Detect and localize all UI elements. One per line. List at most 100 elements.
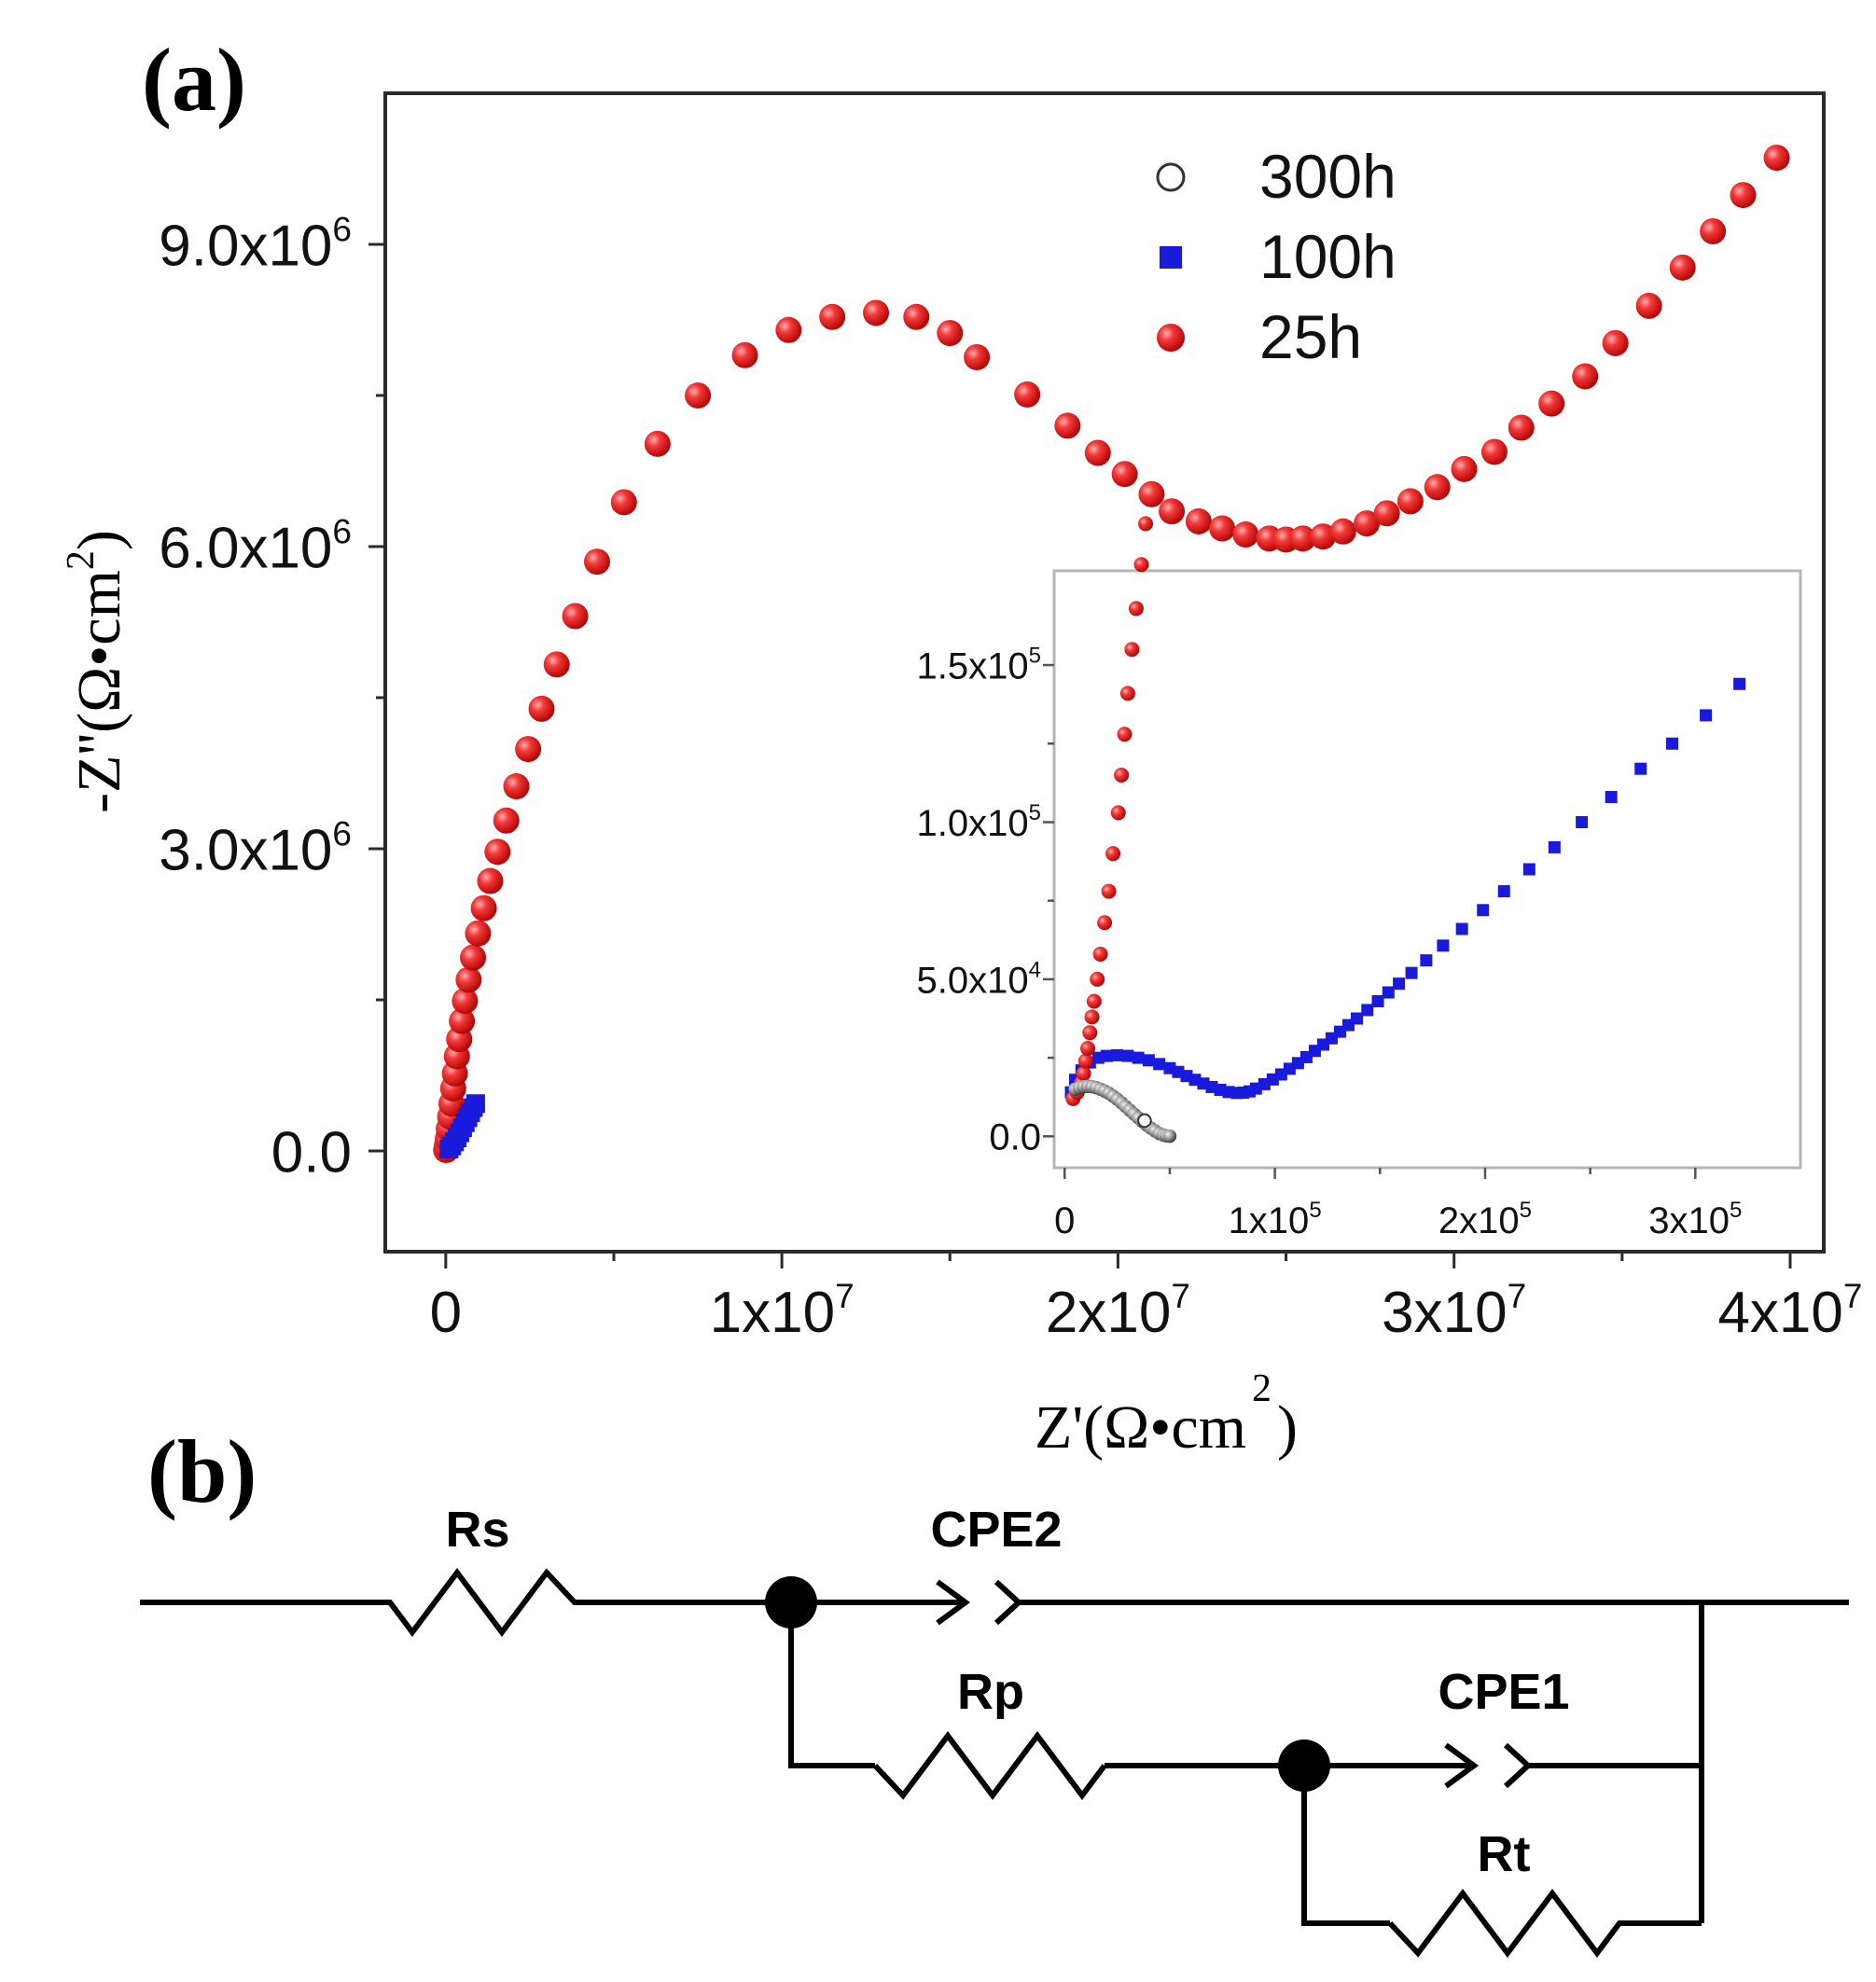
- panel-b-label: (b): [147, 1421, 257, 1521]
- inset-x-tick-label: 2x105: [1438, 1198, 1532, 1241]
- inset-point-100h: [1522, 863, 1536, 876]
- main-point-25h: [1054, 412, 1081, 439]
- main-point-25h: [903, 303, 930, 330]
- resistor-rs: [371, 1568, 593, 1637]
- inset-point-25h: [1077, 1053, 1093, 1069]
- main-data-marks: [433, 145, 1790, 1163]
- inset-point-25h: [1090, 971, 1105, 987]
- main-point-25h: [1310, 523, 1337, 550]
- main-x-tick-text: 0: [430, 1281, 462, 1345]
- main-y-tick-text: 0.0: [271, 1120, 352, 1185]
- main-y-tick-base: 9.0x10: [159, 214, 332, 278]
- inset-point-100h: [1477, 904, 1490, 917]
- panel-a-label: (a): [142, 30, 246, 130]
- inset-point-100h: [1700, 709, 1713, 722]
- main-point-25h: [644, 430, 671, 457]
- inset-point-25h: [1128, 601, 1144, 617]
- main-point-25h: [543, 651, 570, 678]
- main-point-25h: [1185, 508, 1212, 534]
- main-x-tick-exp: 7: [1843, 1277, 1863, 1315]
- main-point-25h: [1480, 438, 1508, 465]
- inset-point-100h: [1361, 1004, 1374, 1017]
- inset-point-100h: [1121, 1049, 1134, 1062]
- inset-point-100h: [1455, 922, 1468, 936]
- main-x-tick-exp: 7: [1171, 1277, 1190, 1315]
- inset-point-100h: [1548, 840, 1561, 853]
- main-point-25h: [1232, 521, 1259, 548]
- legend-marker-25h: [1157, 324, 1185, 352]
- main-x-tick-label: 0: [430, 1281, 462, 1345]
- main-point-25h: [1730, 182, 1757, 209]
- inset-point-25h: [1110, 805, 1126, 821]
- inset-x-tick-base: 2x10: [1438, 1200, 1520, 1241]
- inset-point-25h: [1114, 767, 1130, 783]
- inset-point-300h: [1137, 1113, 1152, 1129]
- main-point-25h: [1508, 414, 1535, 441]
- main-axis-tick-labels: 0 1x107 2x107 3x107 4x1070.03.0x1066.0x1069.…: [159, 210, 1862, 1345]
- main-point-25h: [1014, 381, 1041, 408]
- inset-point-100h: [1437, 939, 1450, 952]
- main-plot-frame: [383, 91, 1826, 1254]
- main-x-tick-label: 1x107: [710, 1277, 855, 1345]
- main-point-25h: [1397, 488, 1424, 515]
- inset-x-tick-exp: 5: [1520, 1198, 1532, 1223]
- inset-point-100h: [1605, 791, 1618, 804]
- resistor-rp: [872, 1731, 1107, 1800]
- main-point-25h: [470, 894, 497, 922]
- main-point-25h: [1669, 254, 1696, 281]
- inset-point-25h: [1117, 727, 1133, 742]
- main-point-25h: [1424, 474, 1451, 501]
- main-point-25h: [455, 966, 482, 993]
- inset-point-100h: [1393, 977, 1406, 991]
- main-point-25h: [1635, 292, 1662, 319]
- inset-plot-frame: [1052, 569, 1802, 1170]
- label-cpe1: CPE1: [1438, 1664, 1569, 1720]
- junction-node-2: [1278, 1739, 1330, 1792]
- x-label-sup: 2: [1252, 1367, 1272, 1410]
- main-point-25h: [819, 303, 846, 330]
- main-y-tick-exp: 6: [332, 210, 352, 248]
- main-point-25h: [685, 382, 712, 409]
- inset-x-tick-label: 0: [1054, 1200, 1075, 1241]
- inset-y-tick-base: 1.0x10: [917, 803, 1029, 844]
- y-label-prefix: -Z''(Ω•cm: [65, 570, 133, 813]
- main-point-25h: [775, 316, 802, 343]
- main-point-25h: [1138, 480, 1165, 507]
- inset-x-tick-text: 0: [1054, 1200, 1075, 1241]
- inset-point-100h: [1405, 966, 1418, 979]
- main-point-25h: [515, 736, 542, 763]
- main-point-25h: [1602, 329, 1629, 356]
- inset-point-25h: [1086, 993, 1102, 1009]
- main-y-tick-base: 6.0x10: [159, 516, 332, 580]
- main-x-tick-base: 2x10: [1046, 1281, 1171, 1345]
- junction-node-1: [765, 1576, 817, 1629]
- main-point-25h: [1572, 363, 1599, 390]
- legend-label-300h: 300h: [1259, 142, 1397, 211]
- main-point-25h: [964, 343, 991, 370]
- y-label-sup: 2: [60, 550, 103, 570]
- main-x-tick-exp: 7: [1508, 1277, 1527, 1315]
- x-label-prefix: Z'(Ω•cm: [1035, 1393, 1246, 1462]
- label-rp: Rp: [957, 1664, 1024, 1720]
- x-label-suffix: ): [1277, 1393, 1298, 1462]
- main-axis-ticks: [368, 243, 1792, 1268]
- main-x-tick-label: 3x107: [1382, 1277, 1526, 1345]
- wire-node2-down: [1301, 1766, 1390, 1926]
- main-point-25h: [477, 867, 504, 894]
- main-y-tick-base: 3.0x10: [159, 818, 332, 882]
- inset-point-100h: [1497, 885, 1510, 898]
- inset-point-25h: [1101, 883, 1117, 899]
- inset-point-100h: [1153, 1058, 1166, 1071]
- resistor-rt: [1387, 1889, 1702, 1958]
- inset-point-100h: [1733, 677, 1746, 690]
- inset-point-25h: [1138, 516, 1154, 532]
- inset-y-tick-base: 5.0x10: [917, 960, 1029, 1001]
- main-point-25h: [1289, 525, 1316, 552]
- inset-point-100h: [1576, 815, 1589, 828]
- inset-point-25h: [1124, 642, 1140, 658]
- main-x-tick-label: 2x107: [1046, 1277, 1190, 1345]
- main-x-tick-base: 3x10: [1382, 1281, 1507, 1345]
- main-x-tick-base: 4x10: [1717, 1281, 1842, 1345]
